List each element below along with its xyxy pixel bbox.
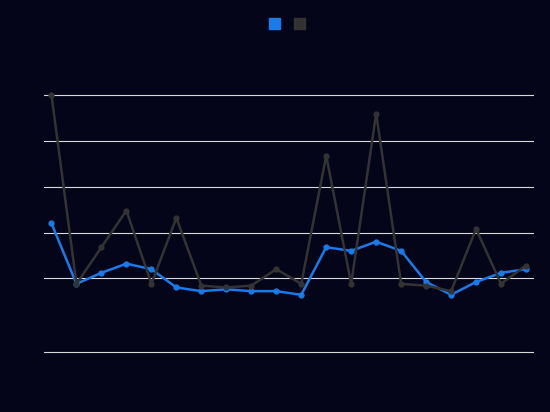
- Legend: , : ,: [264, 13, 314, 36]
